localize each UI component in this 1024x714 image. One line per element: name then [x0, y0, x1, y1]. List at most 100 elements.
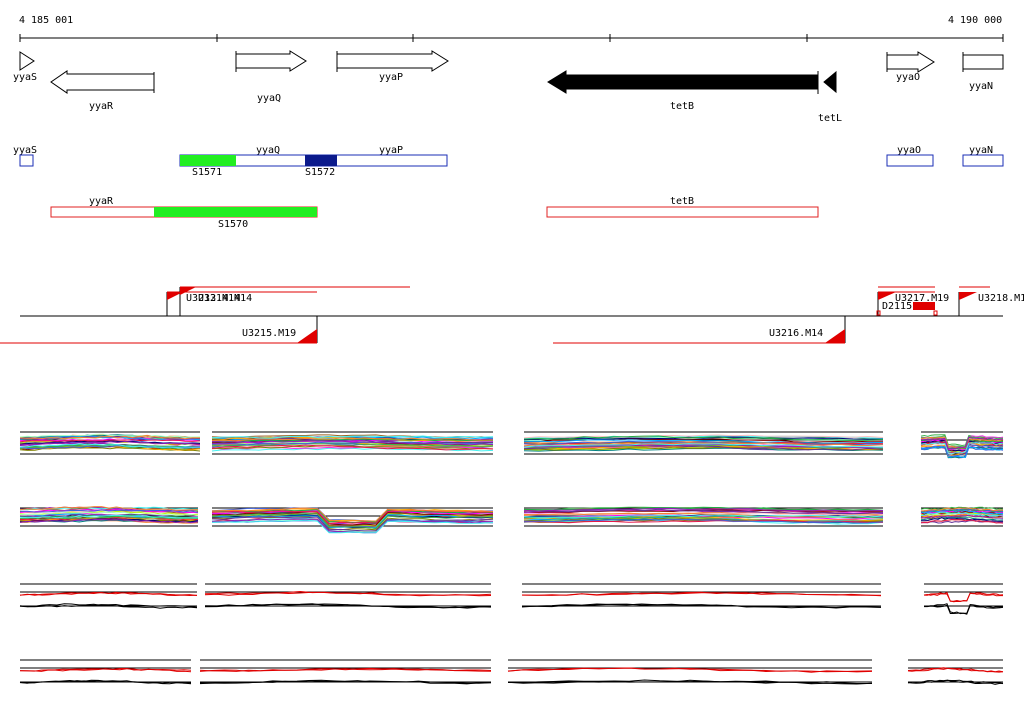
profile-trace	[211, 439, 494, 444]
profile-trace	[920, 518, 1004, 524]
profile-trace	[211, 435, 494, 439]
profile-trace	[907, 679, 1004, 685]
profile-trace	[523, 443, 884, 448]
profile-trace	[19, 518, 199, 524]
feature-label-S1571: S1571	[192, 167, 222, 178]
feature-block-S1571[interactable]	[180, 155, 236, 166]
feature-block-S1572[interactable]	[305, 155, 337, 166]
gene-arrow-tetL[interactable]	[823, 70, 837, 94]
profile-trace	[523, 519, 883, 524]
profile-trace	[507, 667, 873, 673]
profile-trace	[211, 443, 494, 449]
transcript-label-u3213: U3213.M14	[186, 293, 240, 304]
profile-trace	[523, 436, 884, 440]
profile-trace	[19, 679, 192, 685]
transcript-end-flag	[297, 329, 317, 343]
profile-trace	[521, 591, 882, 597]
profile-trace	[523, 444, 884, 449]
transcript-start-flag	[878, 292, 896, 300]
profile-trace	[920, 446, 1004, 458]
profile-trace	[507, 679, 873, 685]
profile-trace	[19, 506, 199, 511]
feature-label-tetB: tetB	[670, 196, 694, 207]
profile-trace	[920, 508, 1004, 513]
feature-track-lower: yyaR S1570 tetB	[50, 196, 819, 230]
profile-trace	[211, 513, 494, 529]
profile-trace	[907, 679, 1004, 685]
feature-box-yyaO[interactable]	[886, 154, 934, 167]
profile-trace	[19, 511, 199, 517]
transcript-track: U3213.M14 U3214.M14 U3217.M19 D2115 U321…	[0, 286, 1024, 344]
feature-label-yyaN: yyaN	[969, 145, 993, 156]
gene-label-yyaS: yyaS	[13, 72, 37, 83]
profile-trace	[211, 508, 493, 523]
profile-trace	[920, 507, 1004, 512]
profile-trace	[920, 442, 1004, 454]
gene-label-yyaQ: yyaQ	[257, 93, 281, 104]
transcript-start-flag	[167, 292, 183, 300]
gene-label-tetB: tetB	[670, 101, 694, 112]
transcript-label-u3214: U3214.M14	[198, 293, 252, 304]
gene-label-yyaR: yyaR	[89, 101, 114, 112]
profile-trace	[920, 436, 1004, 450]
feature-box-tetB[interactable]	[546, 206, 819, 218]
feature-label-S1572: S1572	[305, 167, 335, 178]
feature-box-yyaS[interactable]	[19, 154, 34, 167]
profile-trace	[523, 508, 884, 515]
profile-trace	[20, 509, 199, 513]
feature-label-yyaS: yyaS	[13, 145, 37, 156]
profile-trace	[923, 603, 1004, 615]
transcript-start-flag	[180, 287, 196, 295]
feature-box-yyaN[interactable]	[962, 154, 1004, 167]
feature-label-yyaP: yyaP	[379, 145, 403, 156]
transcript-label-u3218: U3218.M1	[978, 293, 1024, 304]
gene-arrow-yyaR[interactable]	[50, 70, 155, 94]
gene-arrow-yyaP[interactable]	[336, 50, 449, 72]
profile-trace	[523, 442, 884, 447]
transcript-label-u3217: U3217.M19	[895, 293, 949, 304]
profile-trace	[19, 435, 201, 440]
profile-trace	[907, 667, 1004, 673]
profile-trace	[204, 590, 492, 597]
profile-trace	[523, 439, 883, 444]
feature-label-yyaQ: yyaQ	[256, 145, 280, 156]
profile-trace	[19, 591, 198, 597]
profile-trace	[920, 444, 1004, 457]
profile-trace	[920, 434, 1004, 448]
profile-trace	[19, 508, 199, 514]
profile-trace	[19, 603, 198, 609]
gene-arrow-yyaQ[interactable]	[235, 50, 307, 72]
ruler-end-label: 4 190 000	[948, 15, 1002, 26]
profile-trace	[211, 437, 494, 442]
profile-trace	[523, 514, 884, 520]
ruler-start-label: 4 185 001	[19, 15, 73, 26]
profile-trace	[523, 507, 884, 512]
profile-trace	[920, 511, 1004, 517]
transcript-start-flag	[959, 292, 977, 300]
feature-block-S1570[interactable]	[154, 207, 317, 217]
profile-trace	[923, 592, 1004, 603]
gene-arrow-tetB[interactable]	[547, 70, 819, 94]
gene-arrow-yyaN[interactable]	[962, 54, 1004, 70]
profile-trace	[211, 507, 494, 522]
gene-label-yyaP: yyaP	[379, 72, 403, 83]
transcript-label-d2115: D2115	[882, 301, 912, 312]
profile-trace	[19, 443, 201, 448]
feature-label-S1570: S1570	[218, 219, 248, 230]
profile-trace	[521, 603, 882, 609]
feature-label-yyaR: yyaR	[89, 196, 114, 207]
profile-trace	[507, 679, 872, 684]
gene-arrow-yyaO[interactable]	[886, 51, 935, 73]
profile-trace	[19, 438, 201, 443]
transcript-marker	[876, 310, 881, 316]
profile-trace	[211, 440, 494, 446]
feature-label-yyaO: yyaO	[897, 145, 921, 156]
gene-arrow-yyaS[interactable]	[19, 51, 35, 71]
transcript-label-u3216: U3216.M14	[769, 328, 823, 339]
profile-trace	[920, 514, 1004, 519]
transcript-block-d2115[interactable]	[913, 302, 935, 310]
transcript-end-flag	[825, 329, 845, 343]
profile-trace	[19, 668, 192, 672]
profile-trace	[211, 519, 494, 534]
gene-track: yyaS yyaR yyaQ yyaP tetB tetL yyaO yyaN	[13, 50, 1004, 124]
